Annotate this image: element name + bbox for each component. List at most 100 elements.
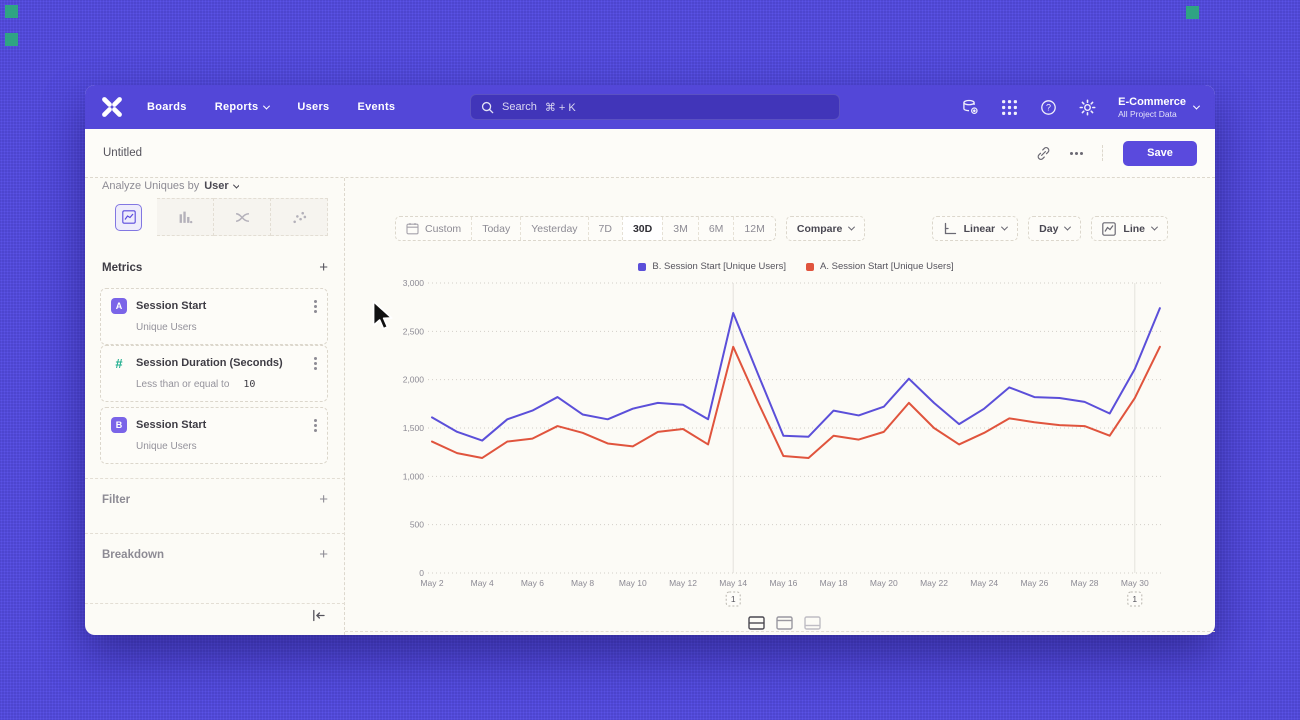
nav-item-boards[interactable]: Boards bbox=[147, 101, 187, 113]
legend-item-a[interactable]: A. Session Start [Unique Users] bbox=[806, 261, 954, 272]
project-name: E-Commerce bbox=[1118, 95, 1186, 108]
layout-bottom-icon[interactable] bbox=[804, 616, 821, 630]
tab-line-chart[interactable] bbox=[100, 198, 157, 236]
help-icon[interactable]: ? bbox=[1040, 99, 1057, 116]
project-subtitle: All Project Data bbox=[1118, 108, 1177, 119]
range-6m[interactable]: 6M bbox=[697, 217, 734, 240]
breakdown-section-label: Breakdown bbox=[102, 548, 164, 561]
range-yesterday[interactable]: Yesterday bbox=[520, 217, 587, 240]
project-switcher[interactable]: E-Commerce All Project Data bbox=[1118, 95, 1201, 119]
svg-text:May 10: May 10 bbox=[619, 578, 647, 588]
layout-split-icon[interactable] bbox=[748, 616, 765, 630]
metric-badge-b: B bbox=[111, 417, 127, 433]
svg-text:1,500: 1,500 bbox=[403, 423, 425, 433]
flows-icon bbox=[235, 212, 249, 222]
nav-item-events[interactable]: Events bbox=[357, 101, 396, 113]
divider bbox=[345, 631, 1215, 632]
chevron-down-icon bbox=[1192, 102, 1201, 110]
corner-square bbox=[1186, 6, 1199, 19]
mixpanel-logo-icon[interactable] bbox=[101, 96, 123, 118]
add-filter-button[interactable]: + bbox=[319, 491, 328, 508]
tab-flows[interactable] bbox=[214, 198, 271, 236]
add-breakdown-button[interactable]: + bbox=[319, 546, 328, 563]
metric-badge-a: A bbox=[111, 298, 127, 314]
app-window: Boards Reports Users Events Search ⌘ + K bbox=[85, 85, 1215, 635]
svg-text:May 2: May 2 bbox=[420, 578, 443, 588]
scale-dropdown[interactable]: Linear bbox=[931, 216, 1019, 241]
date-range-group: Custom Today Yesterday 7D 30D 3M 6M 12M bbox=[395, 216, 776, 241]
layout-toggles bbox=[748, 616, 821, 630]
range-30d-selected[interactable]: 30D bbox=[621, 217, 663, 240]
chevron-down-icon bbox=[263, 102, 271, 110]
corner-square bbox=[5, 33, 18, 46]
svg-text:1: 1 bbox=[731, 594, 736, 604]
line-chart-icon bbox=[121, 210, 136, 224]
calendar-icon bbox=[406, 223, 419, 235]
range-today[interactable]: Today bbox=[471, 217, 520, 240]
analyze-by-dropdown[interactable]: User bbox=[204, 180, 239, 192]
svg-text:May 28: May 28 bbox=[1071, 578, 1099, 588]
metric-title: Session Start bbox=[136, 300, 207, 312]
range-3m[interactable]: 3M bbox=[662, 217, 698, 240]
svg-text:1: 1 bbox=[1132, 594, 1137, 604]
search-placeholder: Search bbox=[502, 101, 537, 113]
report-header: Untitled Save bbox=[85, 129, 1215, 178]
settings-gear-icon[interactable] bbox=[1079, 98, 1096, 116]
chevron-down-icon bbox=[232, 181, 239, 189]
data-management-icon[interactable] bbox=[962, 99, 979, 116]
link-icon[interactable] bbox=[1036, 146, 1051, 161]
range-12m[interactable]: 12M bbox=[733, 217, 774, 240]
metric-card-a[interactable]: A Session Start Unique Users bbox=[100, 288, 328, 345]
add-metric-button[interactable]: + bbox=[319, 259, 328, 276]
analyze-label: Analyze Uniques by bbox=[102, 180, 200, 192]
tab-scatter[interactable] bbox=[271, 198, 328, 236]
search-input[interactable]: Search ⌘ + K bbox=[470, 94, 840, 120]
svg-text:?: ? bbox=[1046, 102, 1051, 112]
svg-text:May 6: May 6 bbox=[521, 578, 544, 588]
report-title[interactable]: Untitled bbox=[103, 147, 142, 159]
metric-card-duration[interactable]: # Session Duration (Seconds) Less than o… bbox=[100, 345, 328, 402]
corner-square bbox=[5, 5, 18, 18]
kebab-menu-icon[interactable] bbox=[314, 304, 317, 308]
range-custom[interactable]: Custom bbox=[396, 217, 471, 240]
tab-bar-chart[interactable] bbox=[157, 198, 214, 236]
more-menu-icon[interactable] bbox=[1075, 151, 1078, 155]
selected-tab-box bbox=[115, 203, 142, 231]
svg-text:3,000: 3,000 bbox=[403, 278, 425, 288]
query-builder-sidebar: Analyze Uniques by User bbox=[85, 178, 345, 635]
svg-text:May 26: May 26 bbox=[1020, 578, 1048, 588]
apps-grid-icon[interactable] bbox=[1001, 99, 1018, 116]
compare-button[interactable]: Compare bbox=[785, 216, 866, 241]
kebab-menu-icon[interactable] bbox=[314, 361, 317, 365]
legend-item-b[interactable]: B. Session Start [Unique Users] bbox=[638, 261, 786, 272]
svg-text:May 4: May 4 bbox=[471, 578, 494, 588]
metric-subtitle: Unique Users bbox=[136, 322, 197, 333]
nav-item-users[interactable]: Users bbox=[297, 101, 330, 113]
svg-text:2,000: 2,000 bbox=[403, 375, 425, 385]
chevron-down-icon bbox=[848, 223, 856, 231]
metric-badge-hash: # bbox=[115, 355, 123, 371]
range-7d[interactable]: 7D bbox=[587, 217, 622, 240]
metric-card-b[interactable]: B Session Start Unique Users bbox=[100, 407, 328, 464]
svg-text:500: 500 bbox=[410, 520, 424, 530]
top-navbar: Boards Reports Users Events Search ⌘ + K bbox=[85, 85, 1215, 129]
bar-chart-icon bbox=[179, 211, 192, 223]
metrics-section-title: Metrics bbox=[102, 262, 143, 274]
collapse-sidebar-icon[interactable] bbox=[311, 608, 326, 623]
visualization-tabs bbox=[100, 198, 328, 236]
svg-text:May 18: May 18 bbox=[820, 578, 848, 588]
layout-top-icon[interactable] bbox=[776, 616, 793, 630]
save-button[interactable]: Save bbox=[1123, 140, 1197, 166]
nav-item-reports[interactable]: Reports bbox=[215, 101, 271, 113]
svg-text:May 30: May 30 bbox=[1121, 578, 1149, 588]
kebab-menu-icon[interactable] bbox=[314, 423, 317, 427]
metric-condition: Less than or equal to bbox=[136, 379, 230, 390]
chart-panel: Custom Today Yesterday 7D 30D 3M 6M 12M … bbox=[345, 178, 1215, 635]
chart-legend: B. Session Start [Unique Users] A. Sessi… bbox=[432, 261, 1160, 272]
svg-text:0: 0 bbox=[419, 568, 424, 578]
interval-dropdown[interactable]: Day bbox=[1028, 216, 1082, 241]
chart-type-dropdown[interactable]: Line bbox=[1091, 216, 1168, 241]
metric-condition-value[interactable]: 10 bbox=[243, 379, 256, 390]
svg-text:May 8: May 8 bbox=[571, 578, 594, 588]
line-chart[interactable]: 0 500 1,000 1,500 2,000 2,500 3,000 May 2 May 4 M… bbox=[393, 268, 1193, 618]
